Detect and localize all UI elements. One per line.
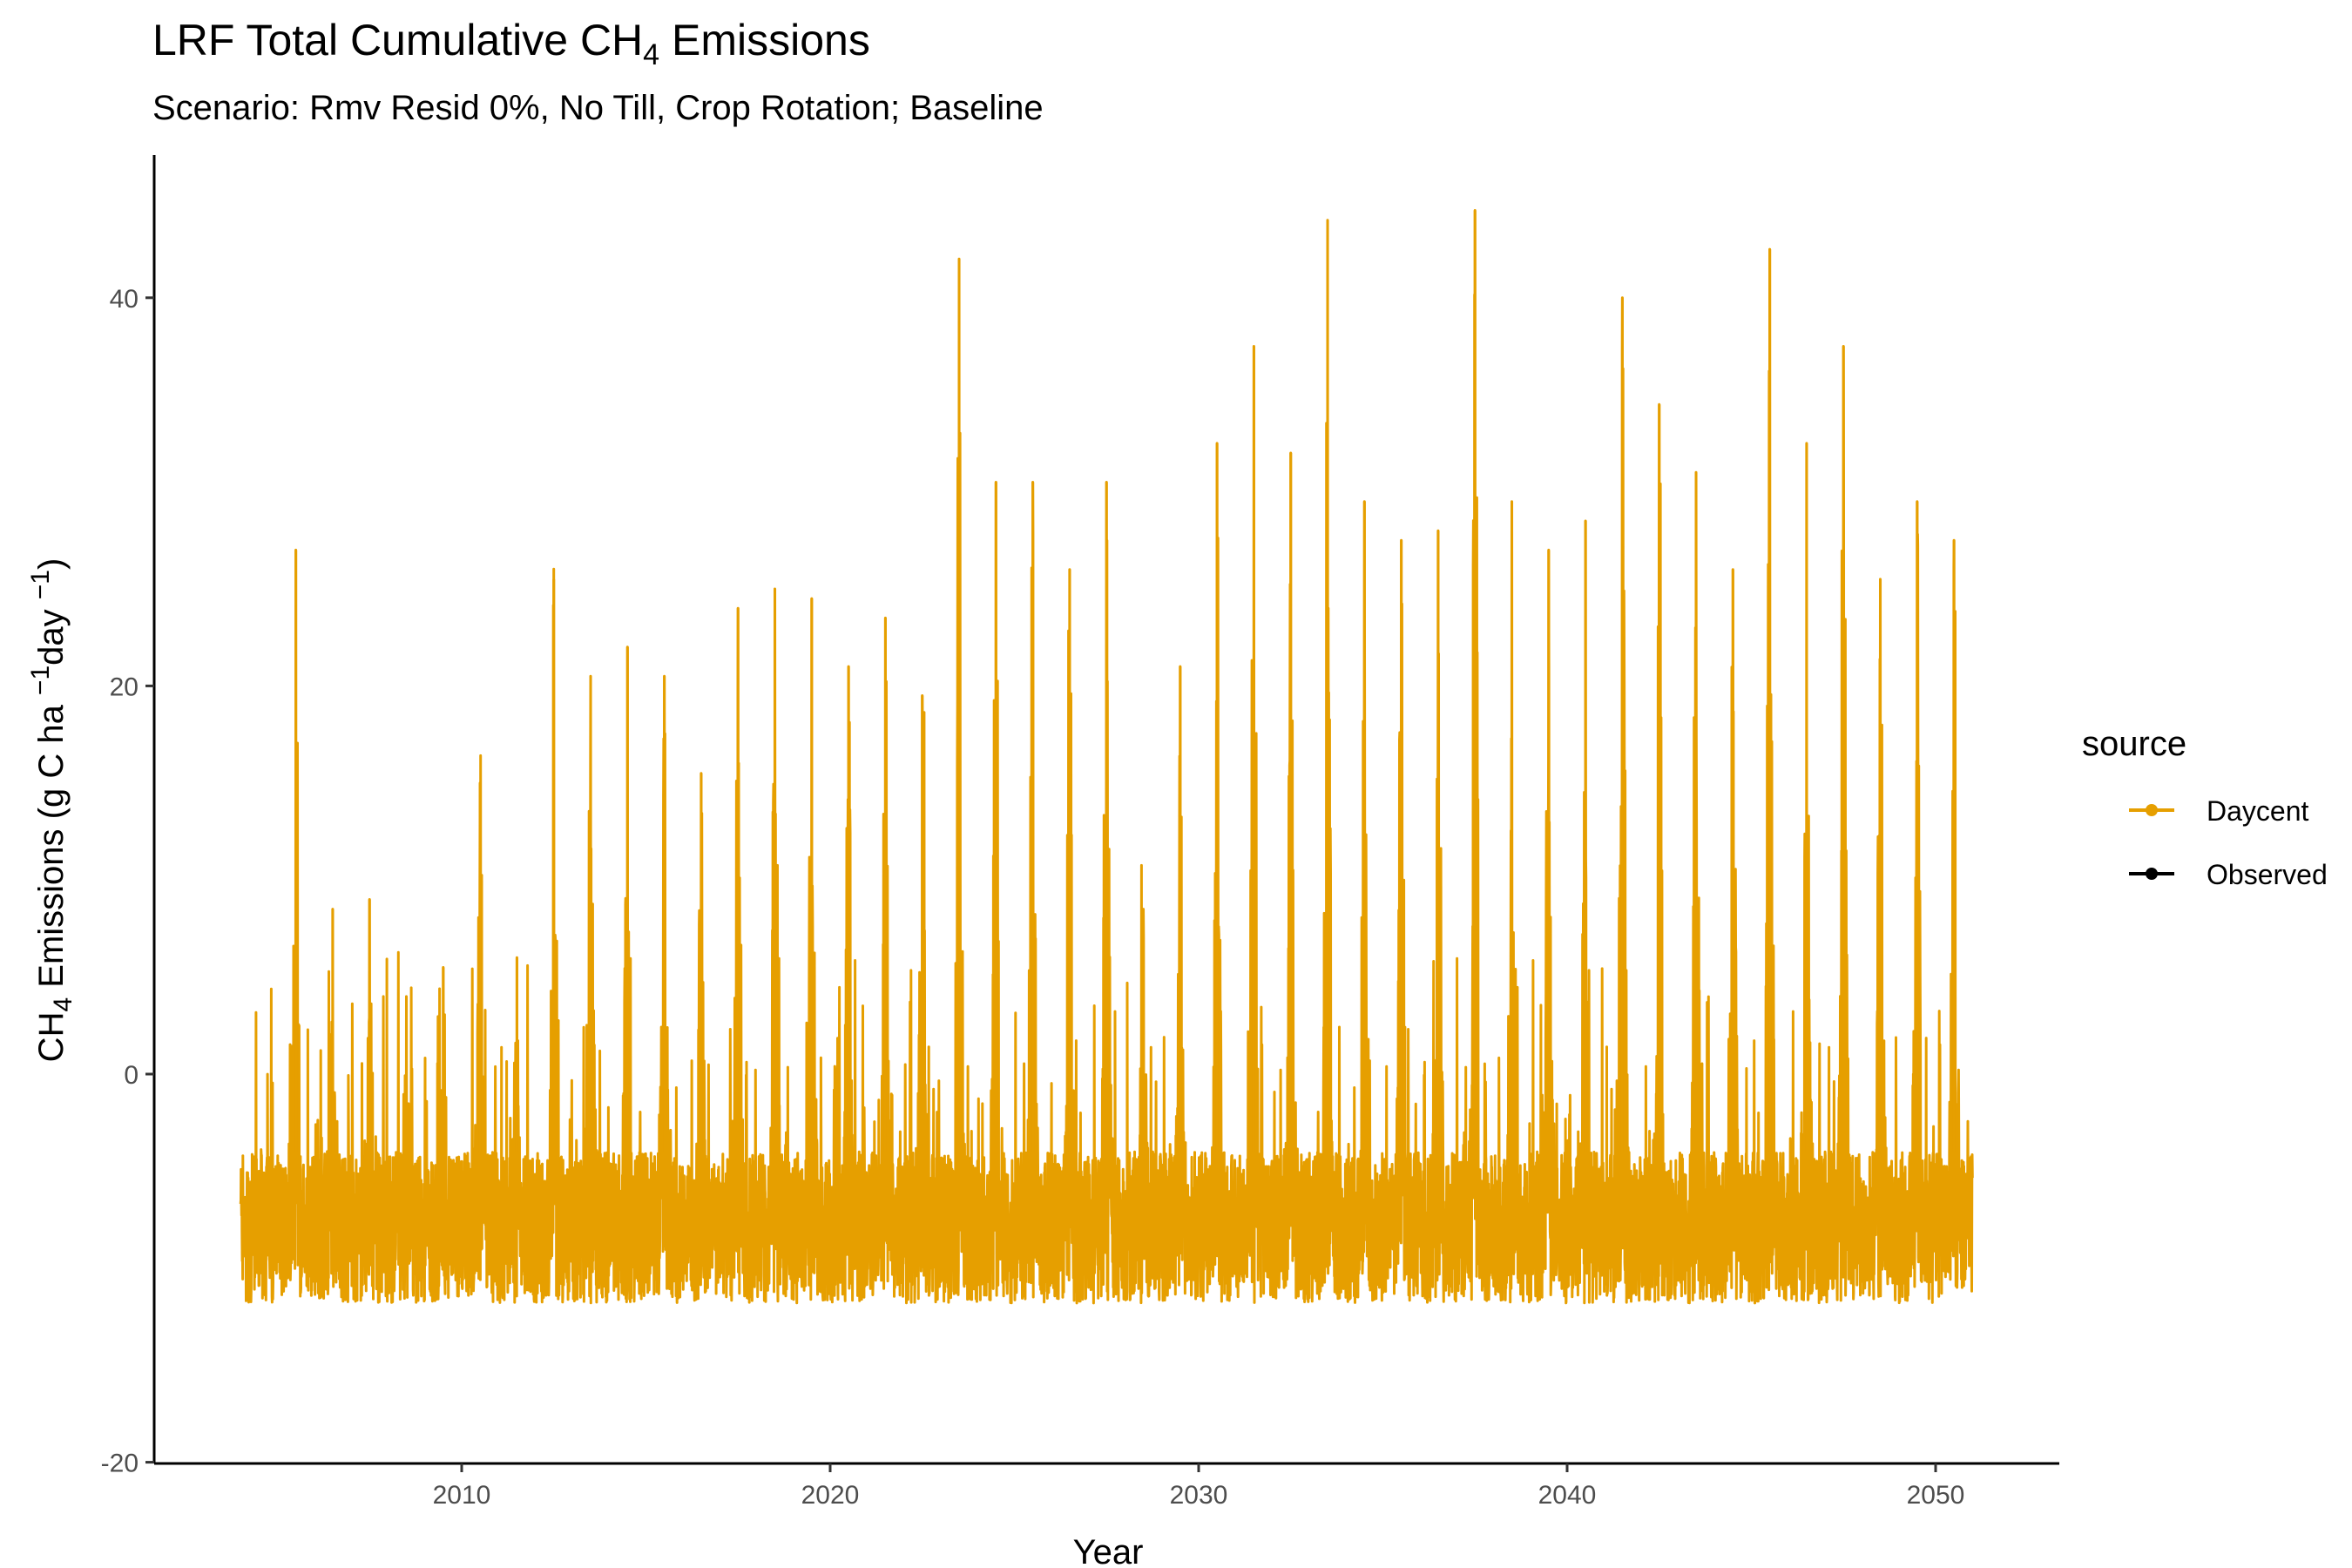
legend: source Daycent Observed [2082,725,2328,890]
y-tick-label-20: 20 [110,672,139,701]
y-axis-title-sub4: 4 [49,997,78,1012]
y-tick-label-0: 0 [124,1061,139,1090]
x-tick-label-2010: 2010 [433,1481,491,1510]
series-layer [239,209,1974,1305]
x-ticks: 2010 2020 2030 2040 2050 [433,1463,1965,1510]
y-axis-title: CH4 Emissions (g C ha −1day −1) [26,558,78,1063]
y-axis-title-day: day [32,599,71,666]
x-tick-label-2040: 2040 [1538,1481,1597,1510]
chart-title-main: LRF Total Cumulative CH [152,16,644,64]
y-tick-label-40: 40 [110,285,139,314]
chart-title-subscript: 4 [643,38,660,71]
legend-title: source [2082,725,2186,763]
y-axis-title-sup1: −1 [26,666,55,695]
y-axis-title-mid: Emissions (g C ha [32,695,71,997]
x-tick-label-2050: 2050 [1907,1481,1965,1510]
y-axis-title-close: ) [32,558,71,570]
x-tick-label-2020: 2020 [801,1481,860,1510]
legend-key-observed-point [2146,868,2158,880]
chart-title: LRF Total Cumulative CH4 Emissions [152,12,870,83]
legend-item-observed: Observed [2129,859,2328,890]
y-tick-label--20: -20 [101,1450,139,1478]
chart-title-tail: Emissions [659,16,870,64]
legend-key-daycent-point [2146,804,2158,816]
y-axis-title-sup2: −1 [26,570,55,599]
chart-subtitle: Scenario: Rmv Resid 0%, No Till, Crop Ro… [152,89,1044,127]
x-axis-title: Year [1073,1533,1144,1568]
legend-label-daycent: Daycent [2207,795,2309,827]
legend-item-daycent: Daycent [2129,795,2309,827]
y-axis-title-ch: CH [32,1012,71,1063]
legend-label-observed: Observed [2207,859,2328,890]
x-tick-label-2030: 2030 [1170,1481,1228,1510]
y-ticks: -20 0 20 40 [101,285,154,1478]
